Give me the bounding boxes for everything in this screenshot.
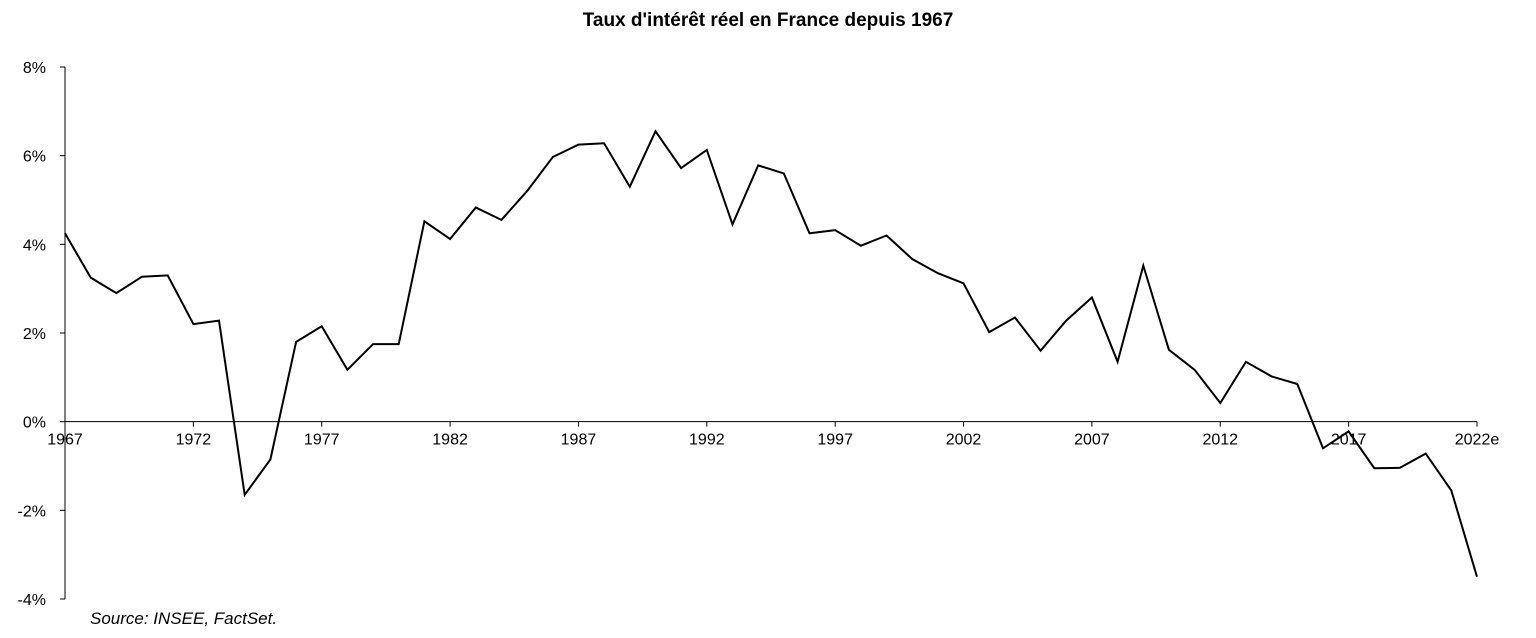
data-point — [886, 235, 888, 237]
data-point — [1065, 320, 1067, 322]
x-tick-label: 1982 — [432, 432, 468, 449]
data-point — [1142, 265, 1144, 267]
x-tick-label: 2007 — [1074, 432, 1110, 449]
data-point — [1399, 467, 1401, 469]
y-tick-label: 2% — [23, 326, 46, 343]
data-point — [295, 341, 297, 343]
data-point — [244, 494, 246, 496]
data-point — [1014, 317, 1016, 319]
data-point — [629, 186, 631, 188]
x-tick-label: 1992 — [689, 432, 725, 449]
data-point — [500, 219, 502, 221]
data-point — [346, 369, 348, 371]
y-tick-label: 0% — [23, 415, 46, 432]
y-tick-label: 6% — [23, 149, 46, 166]
y-axis: -4% -2% 0% 2% 4% 6% 8% — [18, 60, 66, 609]
x-tick-label: 1967 — [47, 432, 83, 449]
data-point — [1476, 576, 1478, 578]
data-point — [1219, 402, 1221, 404]
data-point — [680, 167, 682, 169]
data-point — [911, 258, 913, 260]
data-point — [834, 229, 836, 231]
y-tick-label: 8% — [23, 60, 46, 77]
x-tick-label: 1997 — [817, 432, 853, 449]
data-point — [655, 130, 657, 132]
data-point — [64, 232, 66, 234]
data-point — [1040, 350, 1042, 352]
y-tick-label: -4% — [18, 592, 46, 609]
data-point — [963, 282, 965, 284]
data-point — [218, 320, 220, 322]
data-point — [269, 458, 271, 460]
data-point — [1168, 349, 1170, 351]
x-tick-label: 1977 — [304, 432, 340, 449]
chart-title: Taux d'intérêt réel en France depuis 196… — [582, 10, 954, 31]
data-point — [321, 325, 323, 327]
data-point — [192, 323, 194, 325]
data-point — [706, 149, 708, 151]
data-point — [167, 274, 169, 276]
data-point — [732, 223, 734, 225]
source-note: Source: INSEE, FactSet. — [90, 609, 278, 628]
data-point — [90, 277, 92, 279]
data-point — [603, 142, 605, 144]
series-line — [64, 129, 1478, 578]
data-point — [578, 144, 580, 146]
x-tick-label: 1972 — [176, 432, 212, 449]
data-point — [1091, 297, 1093, 299]
data-point — [809, 232, 811, 234]
data-point — [115, 292, 117, 294]
data-point — [449, 238, 451, 240]
data-point — [860, 245, 862, 247]
data-point — [552, 156, 554, 158]
x-tick-label: 2022e — [1455, 432, 1500, 449]
x-tick-label: 2002 — [946, 432, 982, 449]
data-point — [526, 190, 528, 192]
data-point — [1322, 447, 1324, 449]
data-point — [988, 331, 990, 333]
series-area — [64, 129, 1478, 578]
data-point — [783, 172, 785, 174]
data-point — [757, 164, 759, 166]
data-point — [1194, 369, 1196, 371]
data-point — [141, 276, 143, 278]
data-point — [423, 220, 425, 222]
data-point — [1373, 467, 1375, 469]
x-axis: 1967 1972 1977 1982 1987 1992 1997 2002 2007 2012… — [47, 421, 1500, 449]
data-point — [1348, 430, 1350, 432]
data-point — [1271, 375, 1273, 377]
data-point — [1117, 361, 1119, 363]
y-tick-label: 4% — [23, 237, 46, 254]
data-point — [937, 272, 939, 274]
data-point — [398, 343, 400, 345]
data-point — [1296, 383, 1298, 385]
x-tick-label: 2012 — [1202, 432, 1238, 449]
y-tick-label: -2% — [18, 503, 46, 520]
data-point — [1450, 489, 1452, 491]
data-point — [475, 207, 477, 209]
data-point — [1245, 361, 1247, 363]
x-tick-label: 1987 — [561, 432, 597, 449]
data-point — [1425, 453, 1427, 455]
data-point — [372, 343, 374, 345]
